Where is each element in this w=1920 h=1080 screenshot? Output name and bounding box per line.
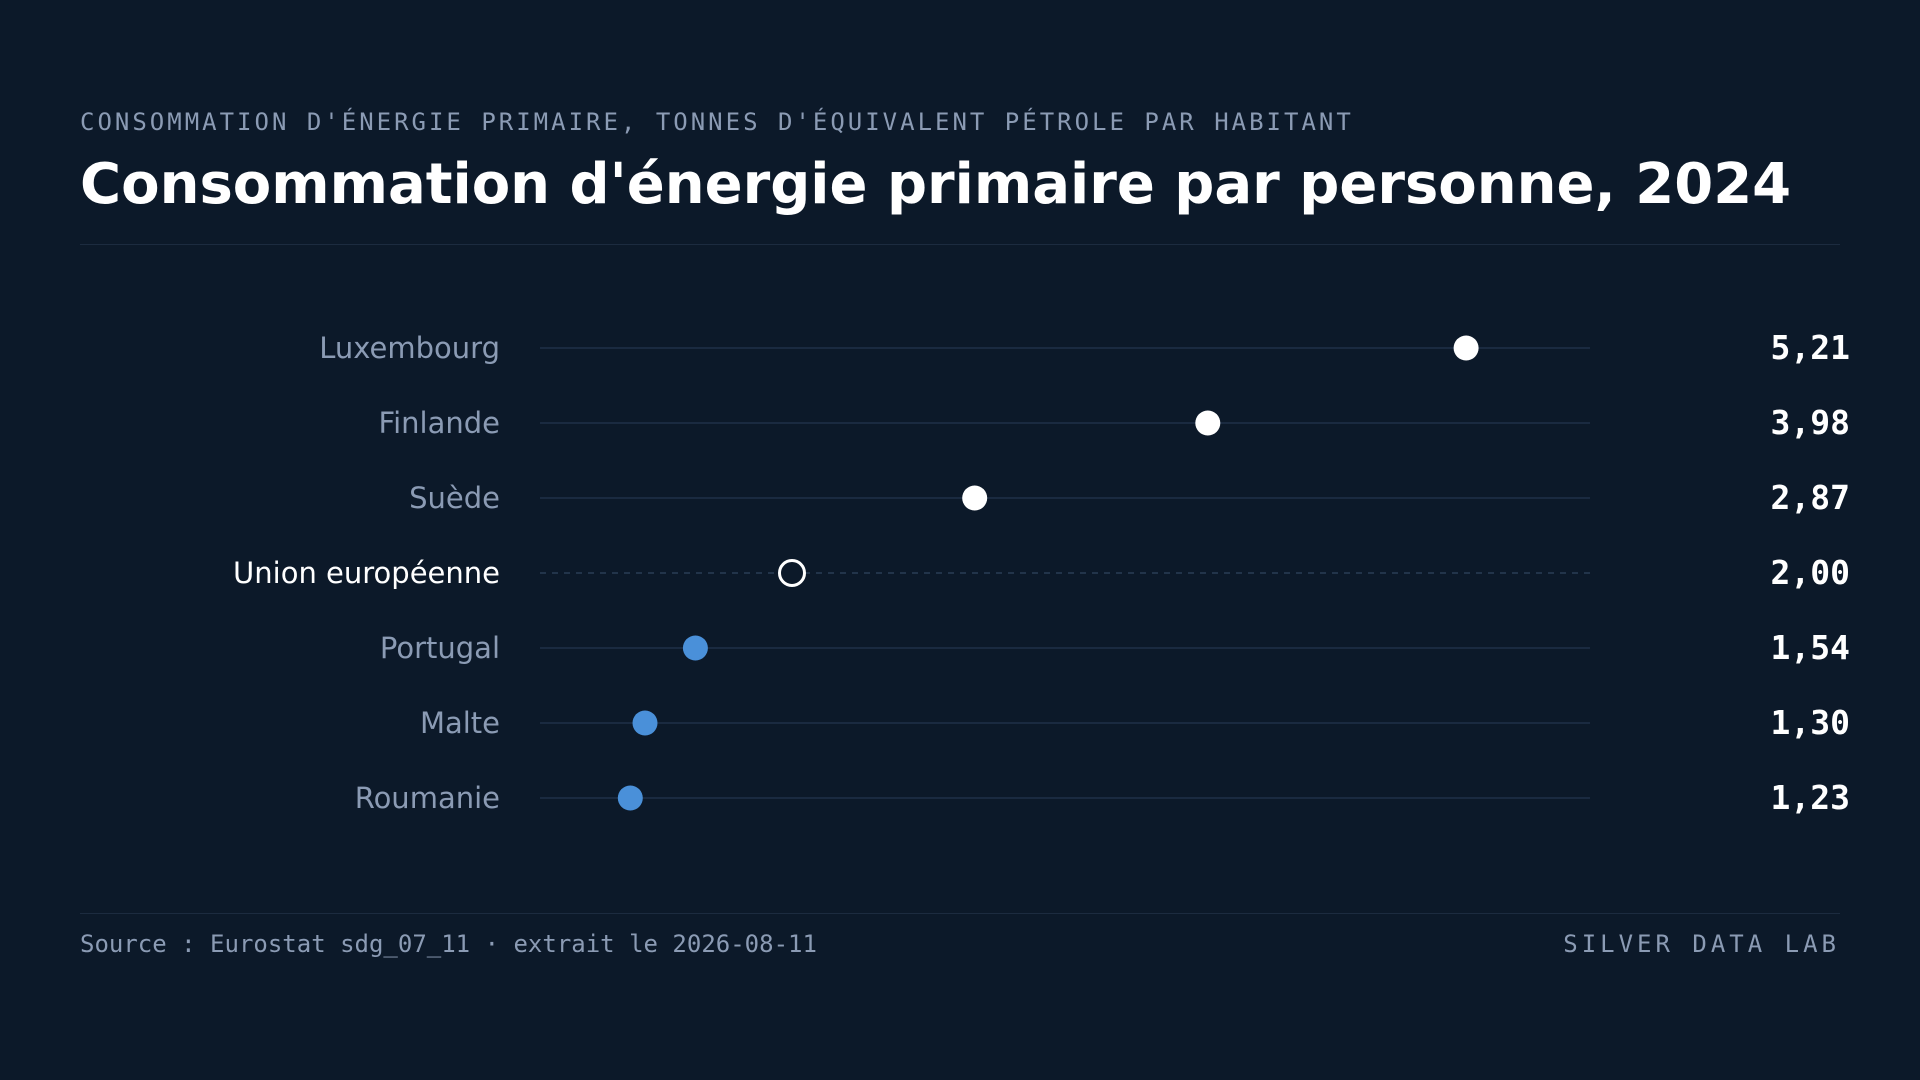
category-label: Finlande — [379, 406, 500, 440]
header-divider — [80, 244, 1840, 245]
category-label: Union européenne — [233, 556, 500, 590]
data-dot — [617, 785, 643, 811]
value-label: 3,98 — [1771, 403, 1850, 442]
category-label: Roumanie — [355, 781, 500, 815]
footer-divider — [80, 913, 1840, 914]
chart-kicker: CONSOMMATION D'ÉNERGIE PRIMAIRE, TONNES … — [80, 108, 1354, 136]
value-label: 1,30 — [1771, 703, 1850, 742]
brand-label: SILVER DATA LAB — [1563, 930, 1840, 958]
data-dot — [962, 485, 988, 511]
category-label: Suède — [409, 481, 500, 515]
source-note: Source : Eurostat sdg_07_11 · extrait le… — [80, 930, 817, 958]
category-label: Luxembourg — [319, 331, 500, 365]
chart-title: Consommation d'énergie primaire par pers… — [80, 152, 1792, 217]
category-label: Portugal — [380, 631, 500, 665]
value-label: 1,23 — [1771, 778, 1850, 817]
data-dot — [1195, 410, 1221, 436]
category-label: Malte — [420, 706, 500, 740]
value-label: 2,87 — [1771, 478, 1850, 517]
data-dot — [682, 635, 708, 661]
reference-dot — [778, 559, 806, 587]
value-label: 5,21 — [1771, 328, 1850, 367]
value-label: 2,00 — [1771, 553, 1850, 592]
data-dot — [1453, 335, 1479, 361]
data-dot — [632, 710, 658, 736]
value-label: 1,54 — [1771, 628, 1850, 667]
